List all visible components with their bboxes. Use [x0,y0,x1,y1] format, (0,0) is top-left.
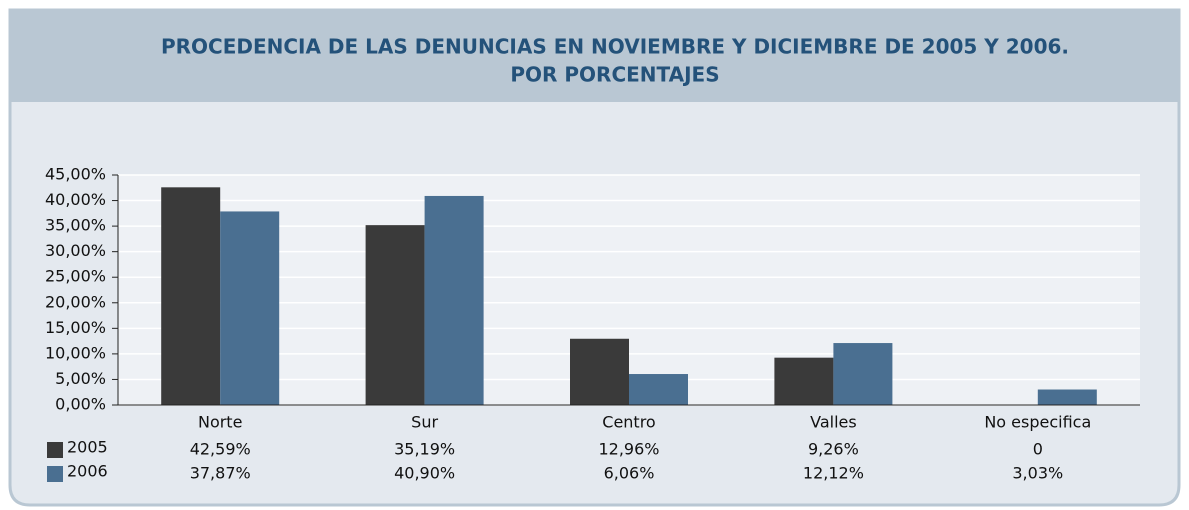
legend-swatch [47,466,63,482]
y-tick-label: 30,00% [45,241,106,260]
y-tick-label: 0,00% [55,395,106,414]
legend-label: 2005 [67,438,108,457]
chart-title: POR PORCENTAJES [510,63,719,87]
header-band [10,10,1179,102]
table-value: 6,06% [604,464,655,483]
y-tick-label: 15,00% [45,318,106,337]
x-tick-label: Sur [411,413,438,432]
y-tick-label: 35,00% [45,216,106,235]
y-tick-label: 45,00% [45,165,106,184]
bar [774,357,834,405]
legend-label: 2006 [67,462,108,481]
bar [629,374,688,405]
x-tick-label: Centro [602,413,655,432]
y-tick-label: 40,00% [45,190,106,209]
bar [365,225,425,405]
table-value: 12,12% [803,464,864,483]
x-tick-label: No especifica [984,413,1091,432]
table-value: 37,87% [190,464,251,483]
table-value: 42,59% [190,440,251,459]
table-value: 3,03% [1012,464,1063,483]
table-value: 35,19% [394,440,455,459]
x-tick-label: Norte [198,413,242,432]
bar [833,343,893,405]
x-tick-label: Valles [810,413,857,432]
legend-swatch [47,442,63,458]
table-value: 40,90% [394,464,455,483]
bar [570,338,629,405]
y-tick-label: 25,00% [45,267,106,286]
y-tick-label: 20,00% [45,292,106,311]
bar [220,211,280,405]
bar [424,195,484,405]
y-tick-label: 5,00% [55,369,106,388]
bar [161,187,221,405]
y-tick-label: 10,00% [45,343,106,362]
table-value: 0 [1033,440,1043,459]
table-value: 12,96% [598,440,659,459]
bar [1037,389,1097,405]
table-value: 9,26% [808,440,859,459]
chart-title: PROCEDENCIA DE LAS DENUNCIAS EN NOVIEMBR… [161,35,1069,59]
